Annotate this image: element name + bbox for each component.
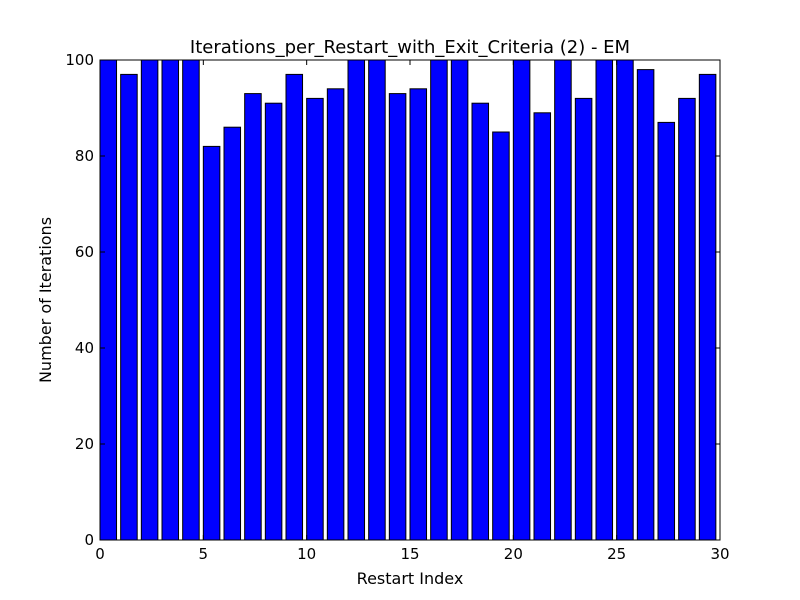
bar-29 [698,73,717,541]
x-tick-label: 0 [95,545,105,563]
bar-16 [430,59,448,541]
bar-24 [595,59,614,541]
bar-26 [636,69,655,541]
x-tick-label: 15 [400,545,419,563]
bar-7 [244,93,262,541]
bar-27 [657,121,676,541]
bar-8 [264,102,283,541]
bar-18 [471,102,490,541]
bar-5 [202,145,221,541]
y-tick-label: 40 [75,339,94,357]
chart-title: Iterations_per_Restart_with_Exit_Criteri… [190,37,630,58]
x-tick-label: 25 [607,545,626,563]
x-axis: 0 5 10 15 20 25 30 [95,60,730,563]
bar-13 [368,59,386,541]
x-tick-label: 10 [297,545,316,563]
bar-11 [326,88,345,541]
y-tick-label: 100 [65,51,94,69]
bar-28 [678,97,696,541]
bar-6 [223,126,242,541]
x-axis-label: Restart Index [357,569,464,588]
y-axis-label: Number of Iterations [36,217,55,383]
y-tick-label: 80 [75,147,94,165]
bar-4 [182,59,200,541]
y-tick-label: 60 [75,243,94,261]
x-tick-label: 20 [504,545,523,563]
bar-20 [512,59,531,541]
bars-group [99,59,717,541]
x-tick-label: 30 [710,545,729,563]
bar-22 [554,59,572,541]
x-tick-label: 5 [199,545,209,563]
bar-2 [140,59,159,541]
bar-14 [388,93,407,541]
y-tick-label: 0 [84,531,94,549]
bar-17 [450,59,469,541]
bar-19 [492,131,510,541]
bar-15 [409,88,428,541]
bar-21 [533,112,552,541]
bar-23 [574,97,593,541]
y-tick-label: 20 [75,435,94,453]
bar-25 [616,59,634,541]
y-axis: 0 20 40 60 80 100 [65,51,720,549]
bar-0 [99,59,118,541]
bar-9 [285,73,304,541]
bar-10 [306,97,324,541]
bar-3 [161,59,180,541]
bar-12 [347,59,366,541]
bar-1 [120,73,138,541]
